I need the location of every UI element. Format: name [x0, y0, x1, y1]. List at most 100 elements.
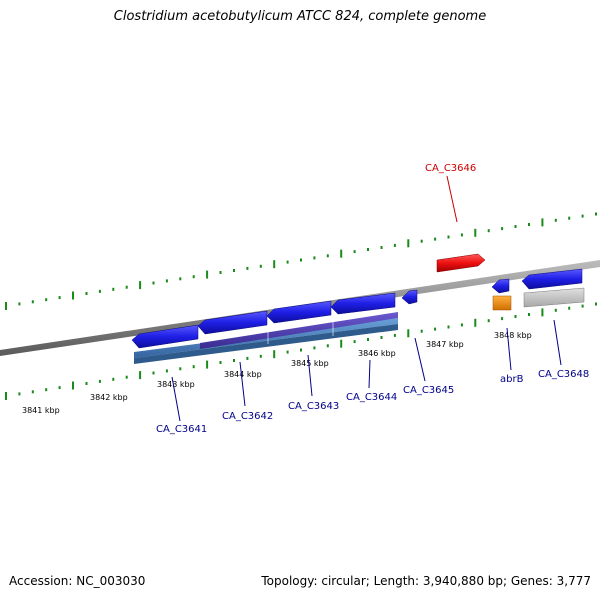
scale-tick-minor	[18, 392, 21, 396]
gene-ca-c3641[interactable]	[131, 324, 199, 349]
gene-label[interactable]: CA_C3641	[156, 424, 207, 435]
scale-tick-minor	[393, 243, 396, 247]
scale-tick-minor	[45, 298, 48, 302]
gene-ca-c3645[interactable]	[401, 289, 418, 305]
scale-tick-minor	[501, 317, 504, 321]
scale-tick-minor	[501, 227, 504, 231]
scale-tick-minor	[58, 296, 61, 300]
scale-tick-minor	[326, 344, 329, 348]
scale-tick-major	[5, 302, 7, 310]
scale-tick-major	[273, 260, 276, 269]
scale-tick-major	[541, 308, 544, 317]
scale-tick-minor	[85, 382, 88, 385]
scale-tick-major	[474, 318, 477, 327]
gene-ca-c3648-pseudo[interactable]	[523, 287, 585, 308]
scale-tick-minor	[487, 229, 490, 233]
scale-tick-minor	[152, 371, 155, 375]
scale-tick-major	[72, 291, 74, 300]
gene-label[interactable]: CA_C3642	[222, 411, 273, 422]
scale-tick-minor	[300, 258, 302, 262]
scale-tick-minor	[380, 336, 383, 339]
scale-label: 3846 kbp	[358, 349, 396, 358]
accession-text: Accession: NC_003030	[9, 574, 146, 588]
scale-tick-minor	[31, 300, 34, 304]
scale-label: 3842 kbp	[90, 393, 128, 402]
scale-tick-minor	[259, 264, 262, 268]
scale-tick-minor	[286, 260, 289, 264]
scale-tick-minor	[460, 323, 463, 327]
scale-tick-minor	[554, 308, 557, 312]
gene-abrb-regulator[interactable]	[492, 295, 512, 311]
gene-label[interactable]: CA_C3646	[425, 163, 476, 174]
scale-tick-minor	[447, 325, 450, 329]
scale-tick-minor	[326, 254, 329, 258]
scale-tick-minor	[18, 302, 21, 306]
scale-label: 3844 kbp	[224, 370, 262, 379]
scale-tick-major	[407, 329, 410, 338]
scale-tick-minor	[98, 379, 101, 383]
map-title: Clostridium acetobutylicum ATCC 824, com…	[113, 9, 487, 24]
operon-bands	[134, 312, 398, 364]
scale-label: 3847 kbp	[426, 340, 464, 349]
gene-ca-c3642[interactable]	[197, 310, 268, 335]
scale-tick-major	[340, 249, 343, 258]
scale-tick-minor	[353, 340, 356, 344]
scale-label: 3848 kbp	[494, 331, 532, 340]
scale-tick-minor	[219, 271, 222, 274]
scale-tick-minor	[353, 250, 356, 254]
scale-tick-minor	[31, 390, 34, 394]
scale-tick-minor	[58, 386, 61, 390]
gene-ca-c3648[interactable]	[521, 268, 583, 290]
scale-tick-minor	[246, 356, 249, 360]
label-leaders	[171, 175, 562, 422]
scale-tick-minor	[125, 375, 128, 379]
scale-tick-minor	[434, 327, 437, 331]
scale-tick-minor	[581, 304, 584, 308]
scale-tick-minor	[165, 369, 168, 373]
gene-label[interactable]: CA_C3644	[346, 392, 397, 403]
scale-tick-minor	[554, 218, 557, 222]
genome-summary-text: Topology: circular; Length: 3,940,880 bp…	[261, 574, 591, 588]
scale-tick-minor	[300, 348, 302, 352]
scale-tick-major	[5, 392, 7, 400]
scale-tick-minor	[447, 235, 450, 239]
scale-tick-minor	[246, 266, 249, 270]
scale-tick-minor	[420, 239, 423, 243]
gene-label[interactable]: CA_C3648	[538, 369, 589, 380]
scale-tick-minor	[367, 338, 369, 341]
scale-tick-minor	[460, 233, 463, 237]
scale-tick-minor	[514, 315, 517, 318]
scale-label: 3845 kbp	[291, 359, 329, 368]
gene-label[interactable]: abrB	[500, 374, 524, 385]
gene-label[interactable]: CA_C3645	[403, 385, 454, 396]
scale-tick-minor	[393, 333, 396, 337]
scale-label: 3841 kbp	[22, 406, 60, 415]
scale-tick-major	[541, 218, 544, 227]
scale-tick-minor	[125, 285, 128, 289]
scale-tick-minor	[45, 388, 48, 392]
lower-scale-ticks	[5, 302, 597, 400]
gene-ca-c3646[interactable]	[436, 253, 486, 273]
gene-ca-c3643[interactable]	[266, 300, 332, 324]
scale-tick-minor	[219, 361, 222, 364]
gene-ca-c3644[interactable]	[330, 292, 396, 315]
scale-tick-major	[206, 270, 209, 279]
scale-tick-major	[139, 371, 142, 380]
scale-tick-minor	[528, 223, 530, 226]
scale-tick-major	[273, 350, 276, 359]
scale-tick-minor	[112, 377, 115, 381]
scale-tick-minor	[259, 354, 262, 358]
scale-tick-minor	[595, 212, 597, 216]
scale-tick-major	[407, 239, 410, 248]
gene-abrb[interactable]	[491, 278, 510, 294]
scale-tick-major	[474, 228, 477, 237]
scale-tick-minor	[98, 289, 101, 293]
gene-label[interactable]: CA_C3643	[288, 401, 339, 412]
scale-tick-minor	[380, 246, 383, 249]
scale-tick-major	[340, 339, 343, 348]
scale-labels: 3841 kbp 3842 kbp 3843 kbp 3844 kbp 3845…	[22, 331, 532, 415]
gene-features	[131, 253, 585, 349]
scale-tick-minor	[313, 346, 316, 350]
scale-tick-minor	[179, 277, 182, 281]
